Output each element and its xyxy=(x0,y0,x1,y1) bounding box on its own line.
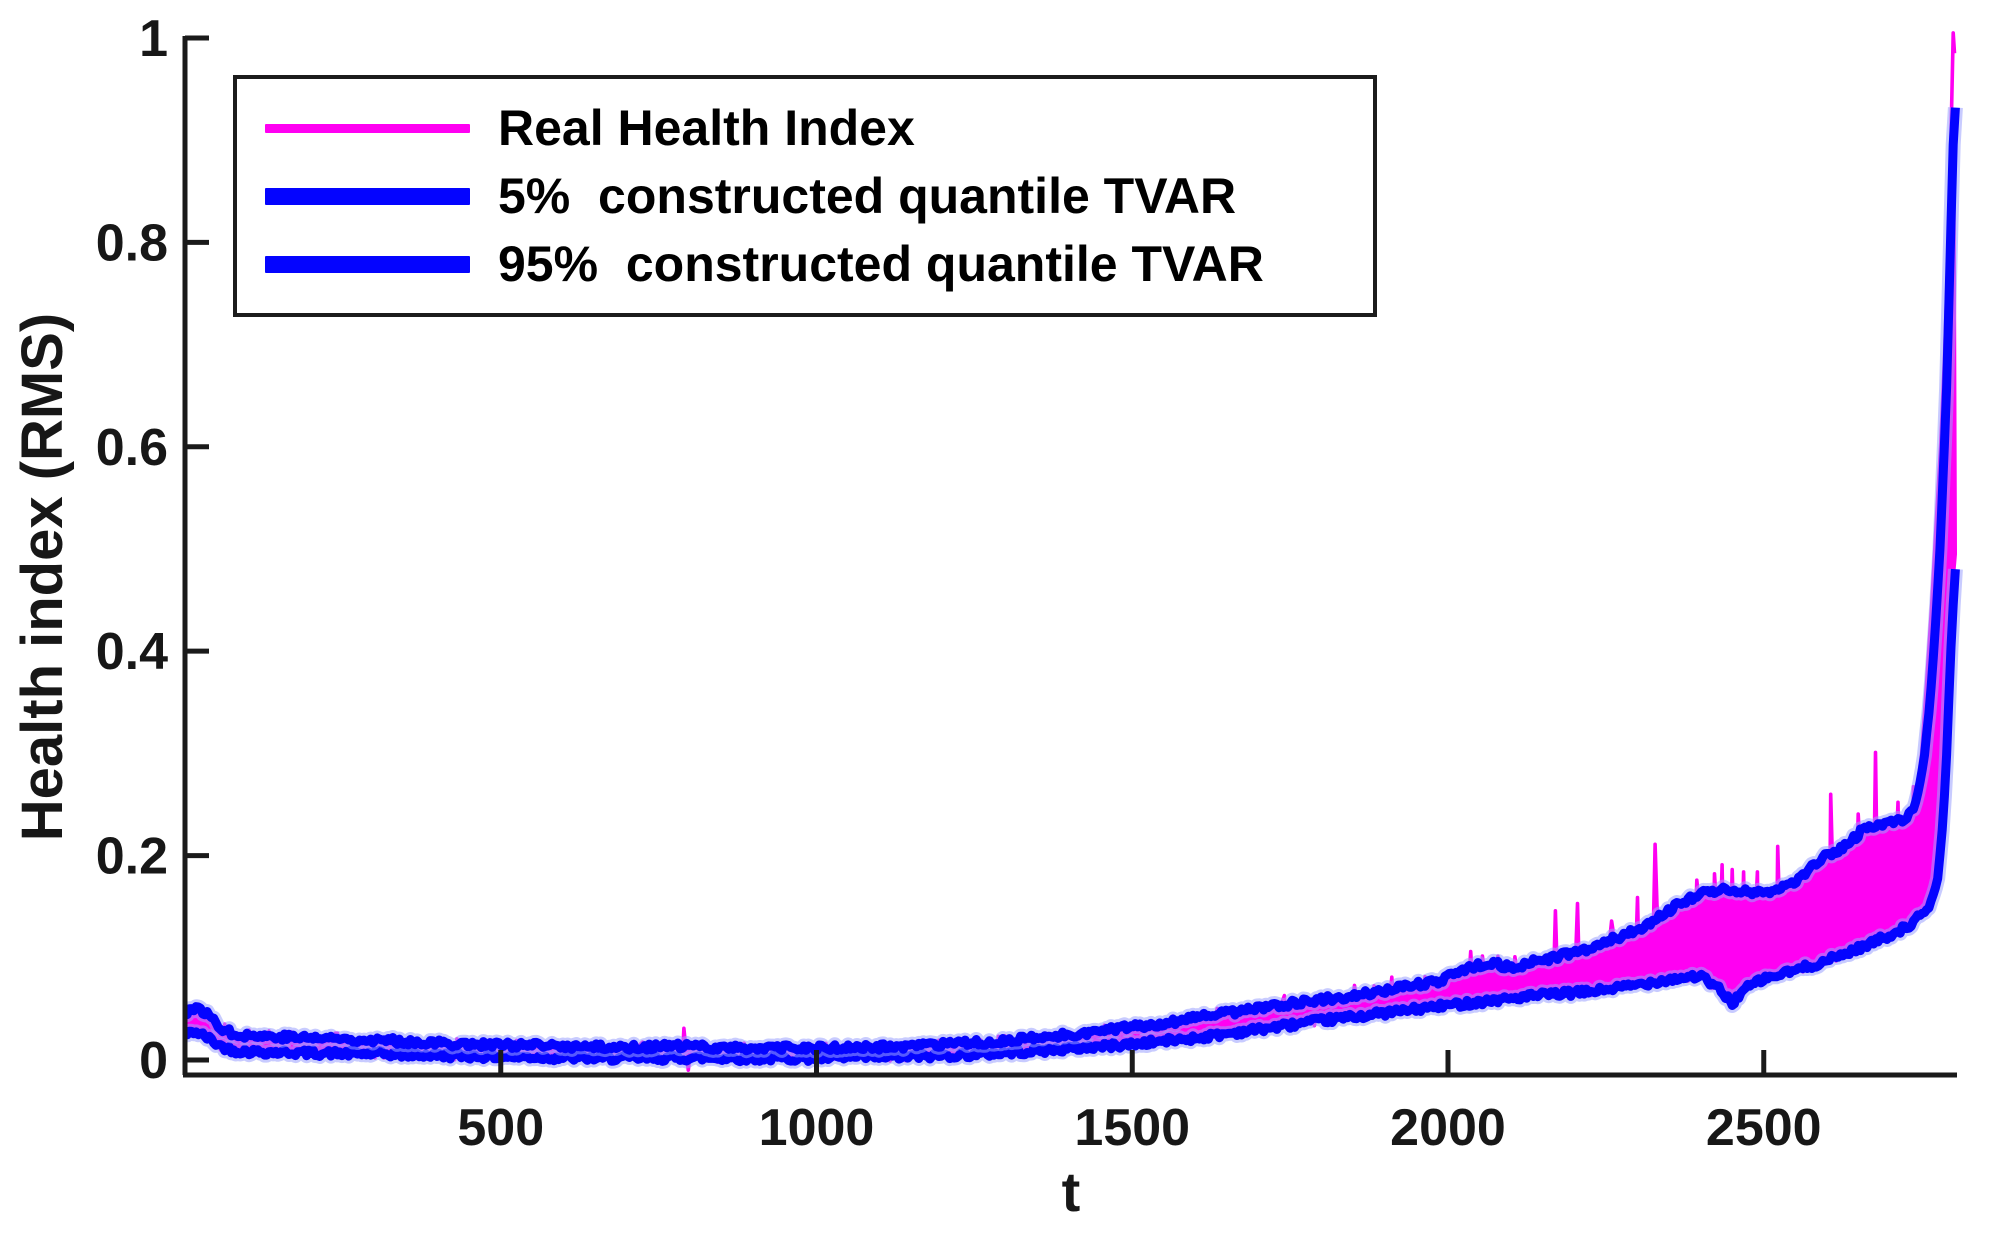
x-tick-label: 1500 xyxy=(1074,1099,1190,1157)
y-tick-label: 0.4 xyxy=(96,623,168,681)
y-tick-label: 0.8 xyxy=(96,214,168,272)
quantile-band-fill xyxy=(185,107,1957,1059)
legend-line-real-health-index xyxy=(265,123,470,133)
x-axis-label: t xyxy=(1061,1160,1081,1223)
y-tick-label: 0.2 xyxy=(96,828,168,886)
y-tick-label: 1 xyxy=(139,10,168,68)
x-tick-label: 2000 xyxy=(1390,1099,1506,1157)
legend-label-quantile-5: 5% constructed quantile TVAR xyxy=(498,168,1237,224)
x-tick-label: 2500 xyxy=(1706,1099,1822,1157)
x-tick-label: 500 xyxy=(457,1099,544,1157)
y-tick-label: 0 xyxy=(139,1032,168,1090)
legend-line-quantile-95 xyxy=(265,255,470,273)
legend-line-quantile-5 xyxy=(265,187,470,205)
series-quantile-5 xyxy=(183,568,1960,1067)
legend-label-real-health-index: Real Health Index xyxy=(498,100,915,156)
series-quantile-5-halo xyxy=(183,568,1963,1070)
axes xyxy=(182,35,1957,1078)
legend-row-quantile-5: 5% constructed quantile TVAR xyxy=(265,171,1373,221)
legend-row-quantile-95: 95% constructed quantile TVAR xyxy=(265,239,1373,289)
legend-label-quantile-95: 95% constructed quantile TVAR xyxy=(498,236,1264,292)
series-quantile-95 xyxy=(183,107,1960,1056)
legend: Real Health Index 5% constructed quantil… xyxy=(233,75,1377,317)
legend-row-real-health-index: Real Health Index xyxy=(265,103,1373,153)
y-tick-label: 0.6 xyxy=(96,419,168,477)
data-layer xyxy=(183,31,1963,1072)
x-tick-label: 1000 xyxy=(759,1099,875,1157)
y-axis-label: Health index (RMS) xyxy=(10,312,75,842)
